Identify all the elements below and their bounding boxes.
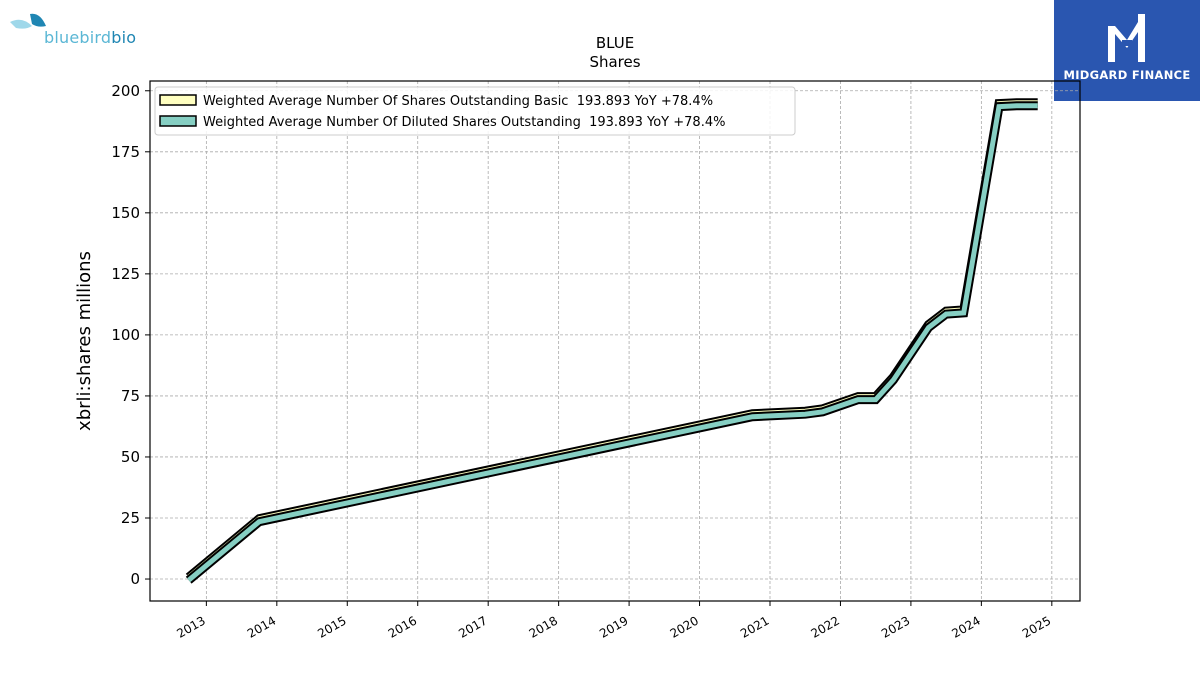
series-line: [187, 103, 1038, 583]
y-tick-label: 100: [111, 326, 140, 344]
y-tick-label: 50: [121, 448, 140, 466]
y-tick-label: 75: [121, 387, 140, 405]
y-tick-label: 0: [130, 570, 140, 588]
legend-label: Weighted Average Number Of Diluted Share…: [203, 115, 725, 130]
x-axis: 2013 2014 2015 2016 2017 2018 2019 2020 2021 2022…: [174, 601, 1053, 641]
chart-subtitle: Shares: [589, 53, 640, 71]
x-tick-label: 2020: [668, 613, 701, 640]
y-tick-label: 175: [111, 143, 140, 161]
x-tick-label: 2022: [809, 613, 842, 640]
bluebird-icon: [10, 13, 46, 29]
bluebird-bio-wordmark: bluebirdbio: [44, 28, 137, 47]
y-tick-label: 125: [111, 265, 140, 283]
x-tick-label: 2016: [386, 613, 419, 640]
midgard-finance-label: MIDGARD FINANCE: [1063, 68, 1191, 82]
x-tick-label: 2024: [949, 613, 982, 640]
x-tick-label: 2023: [879, 613, 912, 640]
midgard-monogram-icon: [1108, 14, 1145, 62]
x-tick-label: 2017: [456, 613, 489, 640]
legend-label: Weighted Average Number Of Shares Outsta…: [203, 94, 713, 109]
y-tick-label: 150: [111, 204, 140, 222]
legend: Weighted Average Number Of Shares Outsta…: [154, 86, 796, 136]
x-tick-label: 2018: [527, 613, 560, 640]
series-lines: [185, 98, 1038, 584]
x-tick-label: 2014: [245, 613, 278, 640]
x-tick-label: 2019: [597, 613, 630, 640]
legend-swatch: [159, 115, 197, 127]
y-axis-label: xbrli:shares millions: [74, 251, 95, 431]
y-axis: 0 25 50 75 100 125 150 175 200: [111, 82, 150, 588]
chart-title: BLUE: [596, 34, 634, 52]
bluebird-bio-logo: bluebirdbio: [8, 8, 158, 53]
grid: [150, 81, 1080, 601]
x-tick-label: 2013: [174, 613, 207, 640]
y-tick-label: 200: [111, 82, 140, 100]
legend-swatch: [159, 94, 197, 106]
y-tick-label: 25: [121, 509, 140, 527]
x-tick-label: 2015: [315, 613, 348, 640]
x-tick-label: 2025: [1020, 613, 1053, 640]
x-tick-label: 2021: [738, 613, 771, 640]
plot-frame: [149, 80, 1081, 602]
midgard-finance-logo: MIDGARD FINANCE: [1054, 0, 1200, 101]
legend-box: [154, 86, 796, 136]
